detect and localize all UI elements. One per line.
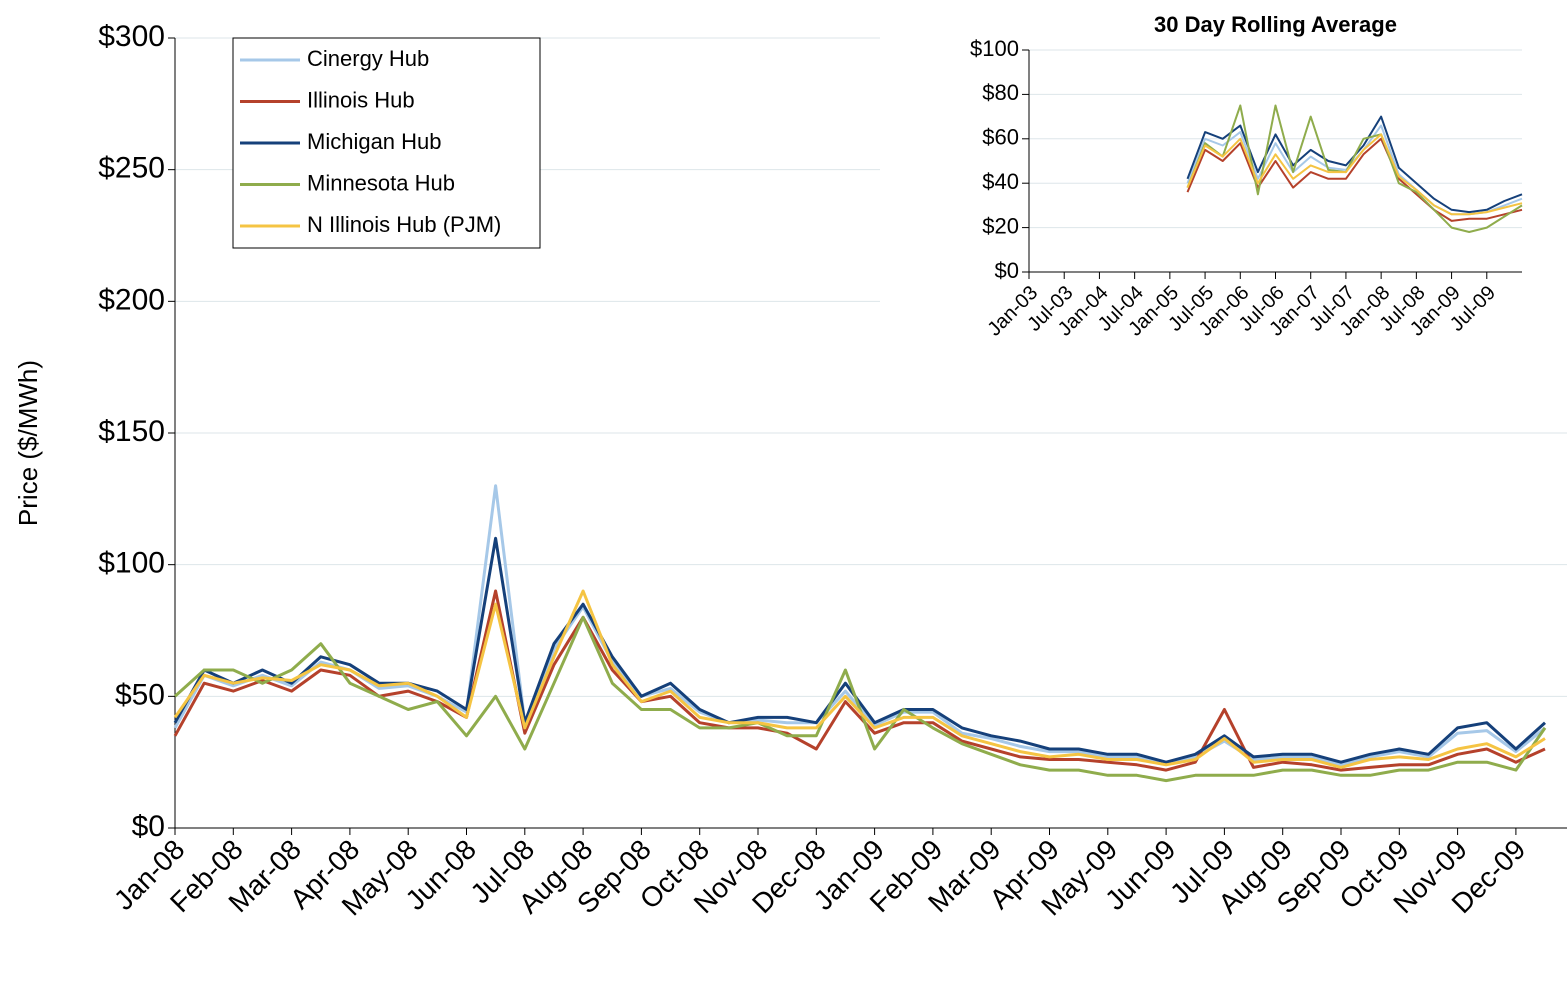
series-line [1186,133,1523,216]
y-tick-label: $80 [982,80,1019,105]
series-line [173,484,1546,767]
y-axis-title: Price ($/MWh) [13,360,43,526]
inset-background [880,0,1567,400]
chart-title: 30 Day Rolling Average [1154,12,1397,37]
legend-label: Illinois Hub [307,87,415,112]
y-tick-label: $300 [98,20,165,53]
y-tick-label: $40 [982,169,1019,194]
series-line [173,589,1546,772]
y-tick-label: $20 [982,213,1019,238]
legend-label: N Illinois Hub (PJM) [307,212,501,237]
series-line [173,589,1546,769]
y-tick-label: $100 [98,547,165,580]
y-tick-label: $200 [98,283,165,316]
y-tick-label: $50 [115,678,165,711]
legend-label: Minnesota Hub [307,170,455,195]
legend-label: Cinergy Hub [307,46,429,71]
y-tick-label: $100 [970,36,1019,61]
y-tick-label: $250 [98,152,165,185]
y-tick-label: $0 [132,810,165,843]
series-line [1186,137,1523,222]
series-line [1186,104,1523,233]
y-tick-label: $150 [98,415,165,448]
series-line [173,536,1547,764]
y-tick-label: $60 [982,125,1019,150]
series-line [173,615,1547,783]
y-tick-label: $0 [995,258,1019,283]
legend-label: Michigan Hub [307,129,442,154]
